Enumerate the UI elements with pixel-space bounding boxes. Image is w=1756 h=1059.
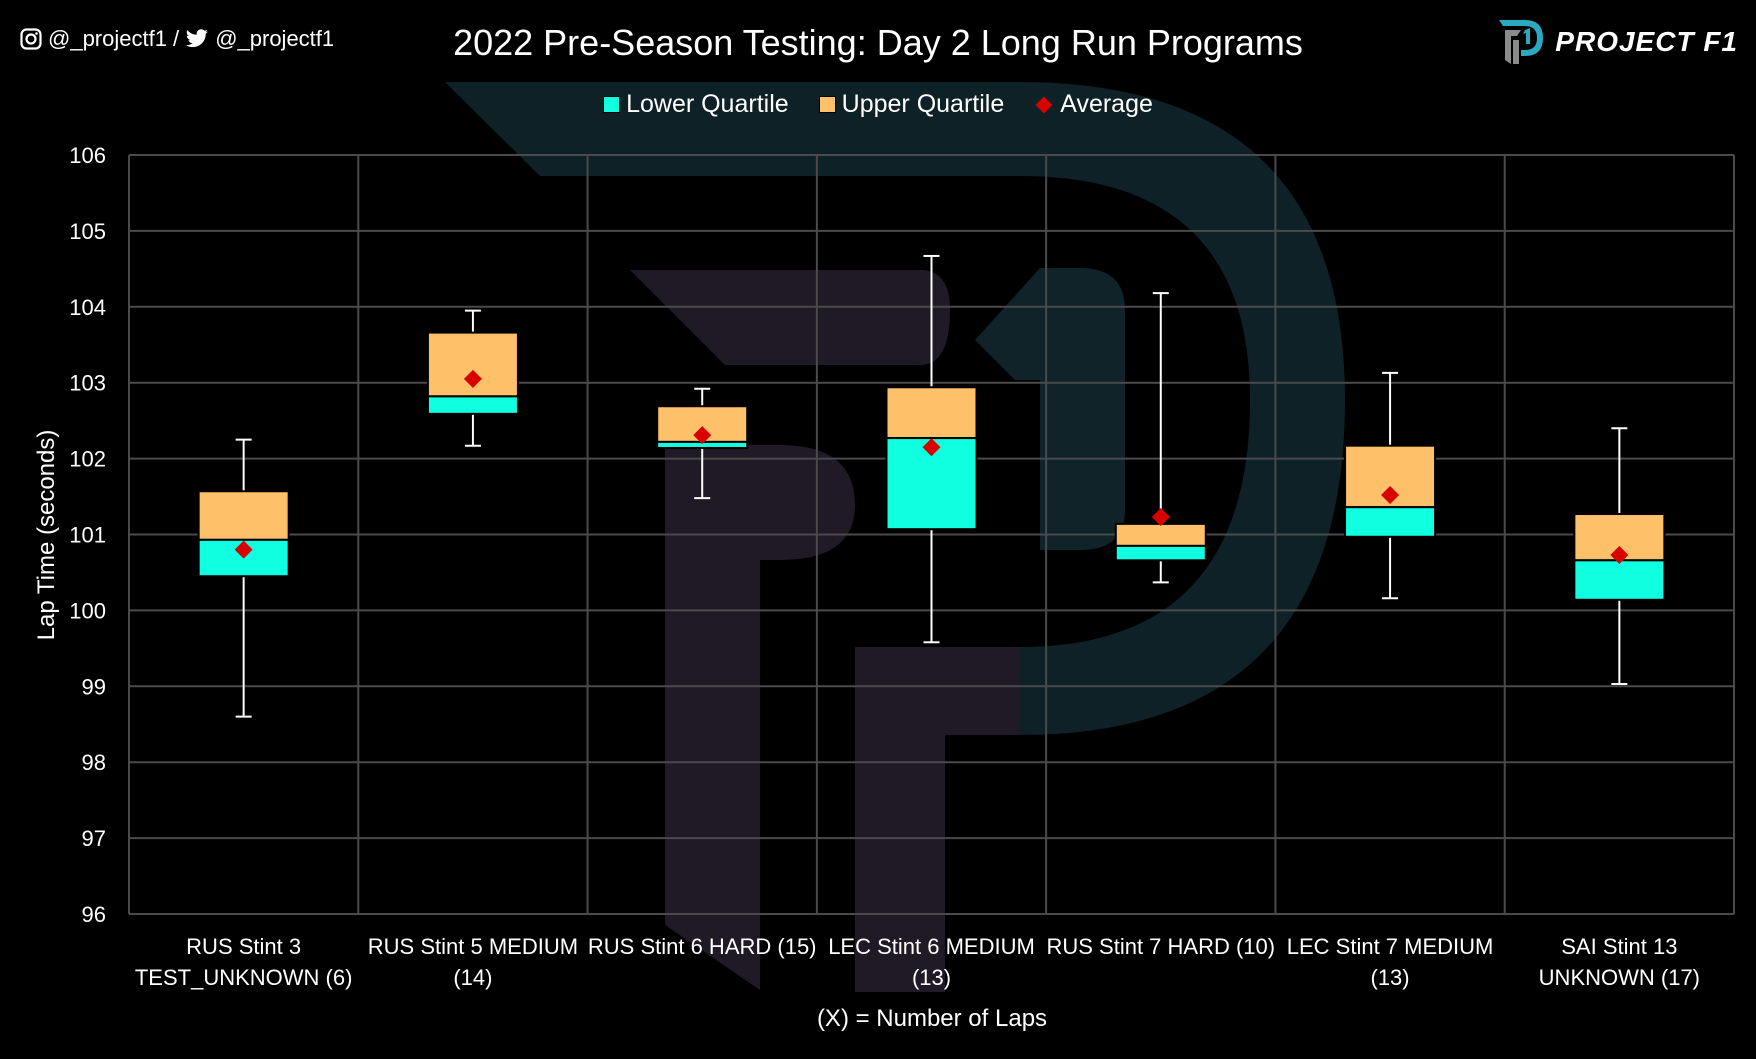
y-tick-label: 100 <box>69 598 106 623</box>
legend: Lower Quartile Upper Quartile Average <box>0 90 1756 119</box>
y-tick-label: 98 <box>82 750 106 775</box>
average-diamond-icon <box>1035 96 1053 113</box>
x-tick-label-line1: RUS Stint 3 <box>186 934 301 959</box>
upper-quartile-box <box>1114 522 1207 547</box>
legend-item-upper-quartile[interactable]: Upper Quartile <box>818 90 1005 119</box>
lower-quartile-box <box>426 395 519 415</box>
box-plot-3 <box>656 387 749 500</box>
average-marker <box>1381 486 1400 505</box>
legend-label: Lower Quartile <box>626 90 789 118</box>
lower-quartile-swatch <box>603 96 621 113</box>
x-tick-label-line1: LEC Stint 7 MEDIUM <box>1287 934 1494 959</box>
lower-quartile-box <box>1344 506 1437 538</box>
x-axis-labels: RUS Stint 3 TEST_UNKNOWN (6) RUS Stint 5 M… <box>135 934 1700 990</box>
y-tick-label: 103 <box>69 371 106 396</box>
y-tick-label: 99 <box>82 674 106 699</box>
y-tick-label: 96 <box>82 902 106 927</box>
y-tick-label: 106 <box>69 143 106 168</box>
y-tick-label: 104 <box>69 295 106 320</box>
upper-quartile-box <box>885 386 978 440</box>
average-marker <box>693 426 712 445</box>
x-tick-label-line2: TEST_UNKNOWN (6) <box>135 965 353 990</box>
legend-label: Upper Quartile <box>841 90 1005 118</box>
chart-title: 2022 Pre-Season Testing: Day 2 Long Run … <box>453 22 1303 63</box>
x-tick-label-line1: RUS Stint 7 HARD (10) <box>1046 934 1275 959</box>
x-tick-label-line1: LEC Stint 6 MEDIUM <box>828 934 1035 959</box>
box-plot-1 <box>197 438 290 718</box>
box-plot-7 <box>1573 427 1666 686</box>
box-plot-2 <box>426 309 519 447</box>
y-axis-label: Lap Time (seconds) <box>33 430 60 641</box>
box-plot-6 <box>1344 371 1437 600</box>
upper-quartile-box <box>197 490 290 541</box>
project-f1-logo <box>1499 20 1544 64</box>
box-plot-5 <box>1114 292 1207 584</box>
average-marker <box>922 438 941 457</box>
x-tick-label-line1: RUS Stint 6 HARD (15) <box>588 934 817 959</box>
x-tick-label-line2: (13) <box>1371 965 1410 990</box>
legend-item-lower-quartile[interactable]: Lower Quartile <box>603 90 789 119</box>
twitter-icon <box>186 29 209 48</box>
y-axis-ticks: 96 97 98 99 100 101 102 103 104 105 106 <box>69 143 106 927</box>
average-marker <box>234 540 253 559</box>
legend-item-average[interactable]: Average <box>1034 90 1153 119</box>
upper-quartile-swatch <box>818 96 836 113</box>
x-tick-label-line2: UNKNOWN (17) <box>1539 965 1700 990</box>
box-plots <box>197 254 1666 718</box>
y-tick-label: 105 <box>69 219 106 244</box>
lower-quartile-box <box>1573 559 1666 601</box>
x-tick-label-line2: (14) <box>453 965 492 990</box>
twitter-handle[interactable]: @_projectf1 <box>215 26 335 51</box>
brand-name: PROJECT F1 <box>1555 26 1738 57</box>
x-tick-label-line2: (13) <box>912 965 951 990</box>
watermark-logo <box>445 82 1345 992</box>
social-handles: @_projectf1 / @_projectf1 <box>20 26 334 52</box>
lower-quartile-box <box>1114 544 1207 562</box>
average-marker <box>1151 508 1170 527</box>
box-plot-4 <box>885 254 978 644</box>
instagram-icon <box>20 28 42 50</box>
x-tick-label-line1: RUS Stint 5 MEDIUM <box>368 934 578 959</box>
legend-label: Average <box>1060 90 1153 118</box>
brand: PROJECT F1 <box>1497 18 1738 66</box>
average-marker <box>1610 545 1629 564</box>
x-axis-label: (X) = Number of Laps <box>817 1005 1047 1032</box>
average-marker <box>463 369 482 388</box>
y-tick-label: 102 <box>69 447 106 472</box>
y-tick-label: 97 <box>82 826 106 851</box>
y-tick-label: 101 <box>69 523 106 548</box>
x-tick-label-line1: SAI Stint 13 <box>1561 934 1677 959</box>
instagram-handle[interactable]: @_projectf1 / <box>48 26 180 51</box>
